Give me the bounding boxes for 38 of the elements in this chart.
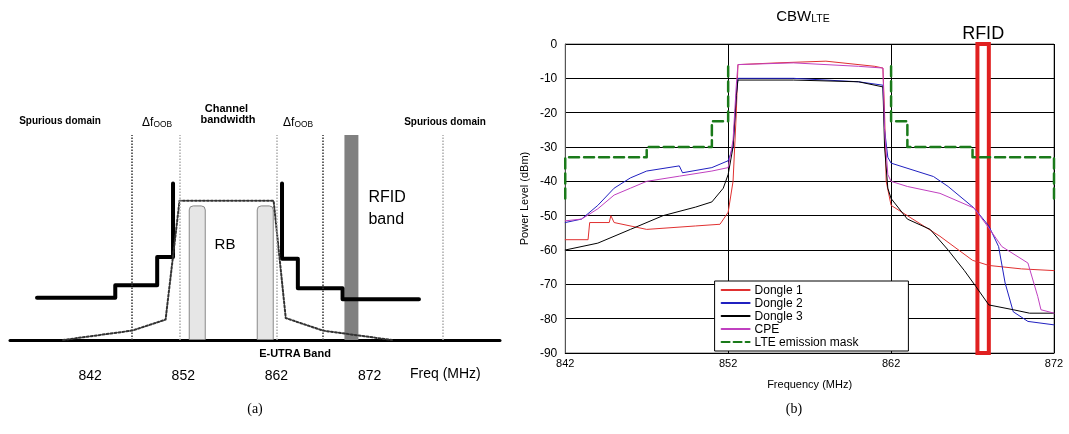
text: (b)	[785, 400, 803, 417]
text: Spurious domain	[404, 115, 486, 127]
x-tick-label: 862	[264, 367, 289, 383]
x-tick-label: 872	[1044, 356, 1064, 369]
x-tick-label: 852	[171, 367, 196, 383]
text: ΔfOOB	[142, 115, 173, 129]
text: E-UTRA Band	[259, 347, 331, 359]
annotation: RB	[214, 234, 236, 252]
y-tick-label: -10	[539, 71, 558, 86]
text: Spurious domain	[19, 114, 101, 126]
y-tick-label: -30	[539, 140, 558, 154]
x-tick-label: 842	[556, 356, 575, 369]
text: Channel bandwidth	[200, 101, 256, 125]
y-tick-label: -80	[539, 311, 558, 326]
text: CBWLTE	[776, 7, 830, 25]
legend-label: Dongle 2	[754, 296, 803, 310]
y-tick-label: -20	[539, 105, 558, 120]
legend-label: Dongle 3	[754, 309, 803, 323]
x-axis-title: Frequency (MHz)	[767, 377, 853, 390]
legend-label: CPE	[754, 322, 780, 336]
y-tick-label: -50	[539, 208, 558, 223]
text: ΔfOOB	[283, 115, 314, 129]
y-tick-label: -60	[539, 243, 558, 257]
y-tick-label: -70	[539, 277, 558, 292]
band-label: RFID band	[368, 187, 411, 227]
x-tick-label: 852	[718, 356, 738, 369]
x-tick-label: 842	[78, 367, 103, 383]
y-tick-label: -40	[539, 174, 558, 189]
x-axis-title: Freq (MHz)	[410, 365, 481, 381]
y-axis-title: Power Level (dBm)	[517, 151, 530, 246]
text: (a)	[247, 400, 264, 417]
legend-label: Dongle 1	[754, 283, 803, 297]
legend-label: LTE emission mask	[754, 335, 860, 349]
x-tick-label: 872	[357, 367, 382, 383]
y-tick-label: -90	[539, 346, 558, 360]
band-label: RFID	[962, 23, 1005, 43]
x-tick-label: 862	[881, 356, 901, 369]
y-tick-label: 0	[550, 37, 558, 51]
